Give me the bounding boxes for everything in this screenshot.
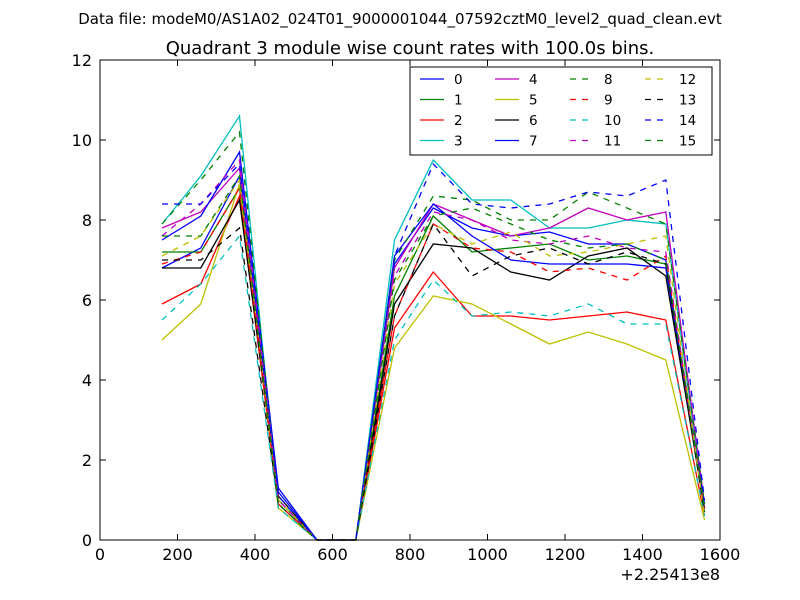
x-tick-label: 600 [317, 545, 348, 564]
x-tick-label: 1400 [622, 545, 663, 564]
legend-label-10: 10 [604, 113, 621, 129]
y-tick-label: 4 [82, 371, 92, 390]
x-tick-label: 1000 [467, 545, 508, 564]
legend-label-7: 7 [529, 134, 538, 150]
y-tick-label: 0 [82, 531, 92, 550]
series-line-9 [161, 186, 706, 541]
legend-label-1: 1 [454, 93, 463, 109]
legend-label-14: 14 [679, 113, 696, 129]
x-tick-label: 200 [162, 545, 193, 564]
x-tick-label: 0 [95, 545, 105, 564]
y-tick-label: 6 [82, 291, 92, 310]
plot-area: 0 200 400 600 800 1000 1200 1400 1600024681012+2… [72, 51, 741, 584]
y-tick-label: 12 [72, 51, 92, 70]
series-line-8 [161, 130, 706, 541]
series-line-14 [162, 162, 706, 541]
legend-label-12: 12 [679, 72, 696, 88]
x-tick-label: 800 [395, 545, 426, 564]
y-tick-label: 8 [82, 211, 92, 230]
legend-label-11: 11 [604, 134, 621, 150]
x-tick-label: 1200 [545, 545, 586, 564]
series-line-6 [162, 197, 706, 541]
legend-label-13: 13 [679, 93, 696, 109]
legend-label-2: 2 [454, 113, 463, 129]
legend-label-0: 0 [454, 72, 463, 88]
suptitle: Data file: modeM0/AS1A02_024T01_90000010… [78, 10, 722, 29]
series-line-15 [162, 174, 706, 541]
legend-label-9: 9 [604, 93, 613, 109]
x-tick-label: 400 [240, 545, 271, 564]
legend-label-3: 3 [454, 134, 463, 150]
y-tick-label: 2 [82, 451, 92, 470]
series-line-7 [161, 150, 706, 541]
series-line-3 [161, 114, 706, 541]
x-offset-label: +2.25413e8 [620, 565, 720, 584]
legend-label-4: 4 [529, 72, 538, 88]
legend-label-5: 5 [529, 93, 538, 109]
series-line-10 [161, 234, 706, 541]
x-tick-label: 1600 [700, 545, 741, 564]
legend-label-15: 15 [679, 134, 696, 150]
legend-label-8: 8 [604, 72, 613, 88]
series-line-13 [162, 222, 706, 541]
legend-label-6: 6 [529, 113, 538, 129]
chart-title: Quadrant 3 module wise count rates with … [166, 38, 655, 59]
y-tick-label: 10 [72, 131, 92, 150]
